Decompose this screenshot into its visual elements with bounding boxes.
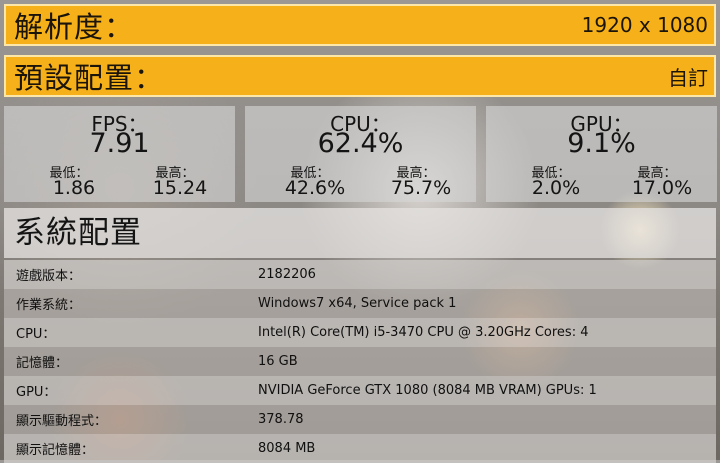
- table-row: 顯示驅動程式： 378.78: [4, 405, 716, 434]
- system-config-table: 遊戲版本： 2182206 作業系統： Windows7 x64, Servic…: [4, 260, 716, 463]
- row-value: 8084 MB: [258, 441, 316, 456]
- row-key: 記憶體：: [16, 356, 69, 371]
- row-value: NVIDIA GeForce GTX 1080 (8084 MB VRAM) G…: [258, 383, 597, 398]
- fps-min-label: 最低：: [49, 166, 89, 181]
- cpu-panel: CPU： 62.4% 最低： 最高： 42.6% 75.7%: [245, 106, 476, 202]
- row-key: CPU：: [16, 327, 56, 342]
- table-row: 顯示記憶體： 8084 MB: [4, 434, 716, 463]
- table-row: 遊戲版本： 2182206: [4, 260, 716, 289]
- gpu-max-label: 最高：: [637, 166, 677, 181]
- preset-value: 自訂: [668, 65, 708, 90]
- table-row: 作業系統： Windows7 x64, Service pack 1: [4, 289, 716, 318]
- preset-bar: 預設配置： 自訂: [4, 55, 716, 97]
- row-value: 16 GB: [258, 354, 298, 369]
- row-key: 作業系統：: [16, 298, 82, 313]
- cpu-max-label: 最高：: [396, 166, 436, 181]
- resolution-value: 1920 x 1080: [581, 13, 708, 37]
- table-row: CPU： Intel(R) Core(TM) i5-3470 CPU @ 3.2…: [4, 318, 716, 347]
- cpu-max-value: 75.7%: [390, 177, 452, 199]
- gpu-title: GPU：: [570, 112, 633, 136]
- cpu-average: 62.4%: [317, 128, 404, 159]
- cpu-min-label: 最低：: [290, 166, 330, 181]
- preset-label: 預設配置：: [14, 61, 165, 95]
- resolution-label: 解析度：: [14, 10, 135, 44]
- resolution-bar: 解析度： 1920 x 1080: [4, 4, 716, 46]
- row-value: Windows7 x64, Service pack 1: [258, 296, 457, 311]
- fps-panel: FPS： 7.91 最低： 最高： 1.86 15.24: [4, 106, 235, 202]
- cpu-title: CPU：: [330, 112, 391, 136]
- cpu-min-value: 42.6%: [284, 177, 346, 199]
- gpu-average: 9.1%: [567, 128, 636, 159]
- fps-max-label: 最高：: [155, 166, 195, 181]
- row-value: 2182206: [258, 267, 316, 282]
- row-value: 378.78: [258, 412, 304, 427]
- row-key: GPU：: [16, 385, 57, 400]
- gpu-min-label: 最低：: [531, 166, 571, 181]
- fps-min-value: 1.86: [52, 177, 96, 199]
- fps-average: 7.91: [89, 128, 150, 159]
- gpu-max-value: 17.0%: [631, 177, 693, 199]
- row-key: 遊戲版本：: [16, 269, 82, 284]
- table-row: GPU： NVIDIA GeForce GTX 1080 (8084 MB VR…: [4, 376, 716, 405]
- gpu-panel: GPU： 9.1% 最低： 最高： 2.0% 17.0%: [486, 106, 717, 202]
- table-row: 記憶體： 16 GB: [4, 347, 716, 376]
- row-key: 顯示記憶體：: [16, 443, 95, 458]
- gpu-min-value: 2.0%: [531, 177, 581, 199]
- fps-max-value: 15.24: [152, 177, 208, 199]
- fps-title: FPS：: [91, 112, 148, 136]
- row-key: 顯示驅動程式：: [16, 414, 108, 429]
- row-value: Intel(R) Core(TM) i5-3470 CPU @ 3.20GHz …: [258, 325, 589, 340]
- system-config-header: 系統配置: [4, 208, 716, 258]
